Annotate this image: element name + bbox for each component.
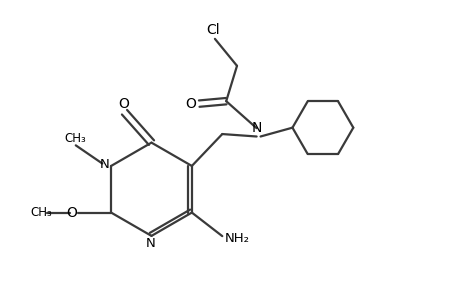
Text: N: N <box>100 158 109 171</box>
Text: O: O <box>118 97 129 111</box>
Text: N: N <box>146 237 155 250</box>
Text: O: O <box>66 206 77 220</box>
Text: O: O <box>185 97 196 111</box>
Text: N: N <box>251 121 261 135</box>
Text: NH₂: NH₂ <box>224 232 249 245</box>
Text: CH₃: CH₃ <box>64 133 85 146</box>
Text: Cl: Cl <box>206 23 220 37</box>
Text: CH₃: CH₃ <box>30 206 52 219</box>
